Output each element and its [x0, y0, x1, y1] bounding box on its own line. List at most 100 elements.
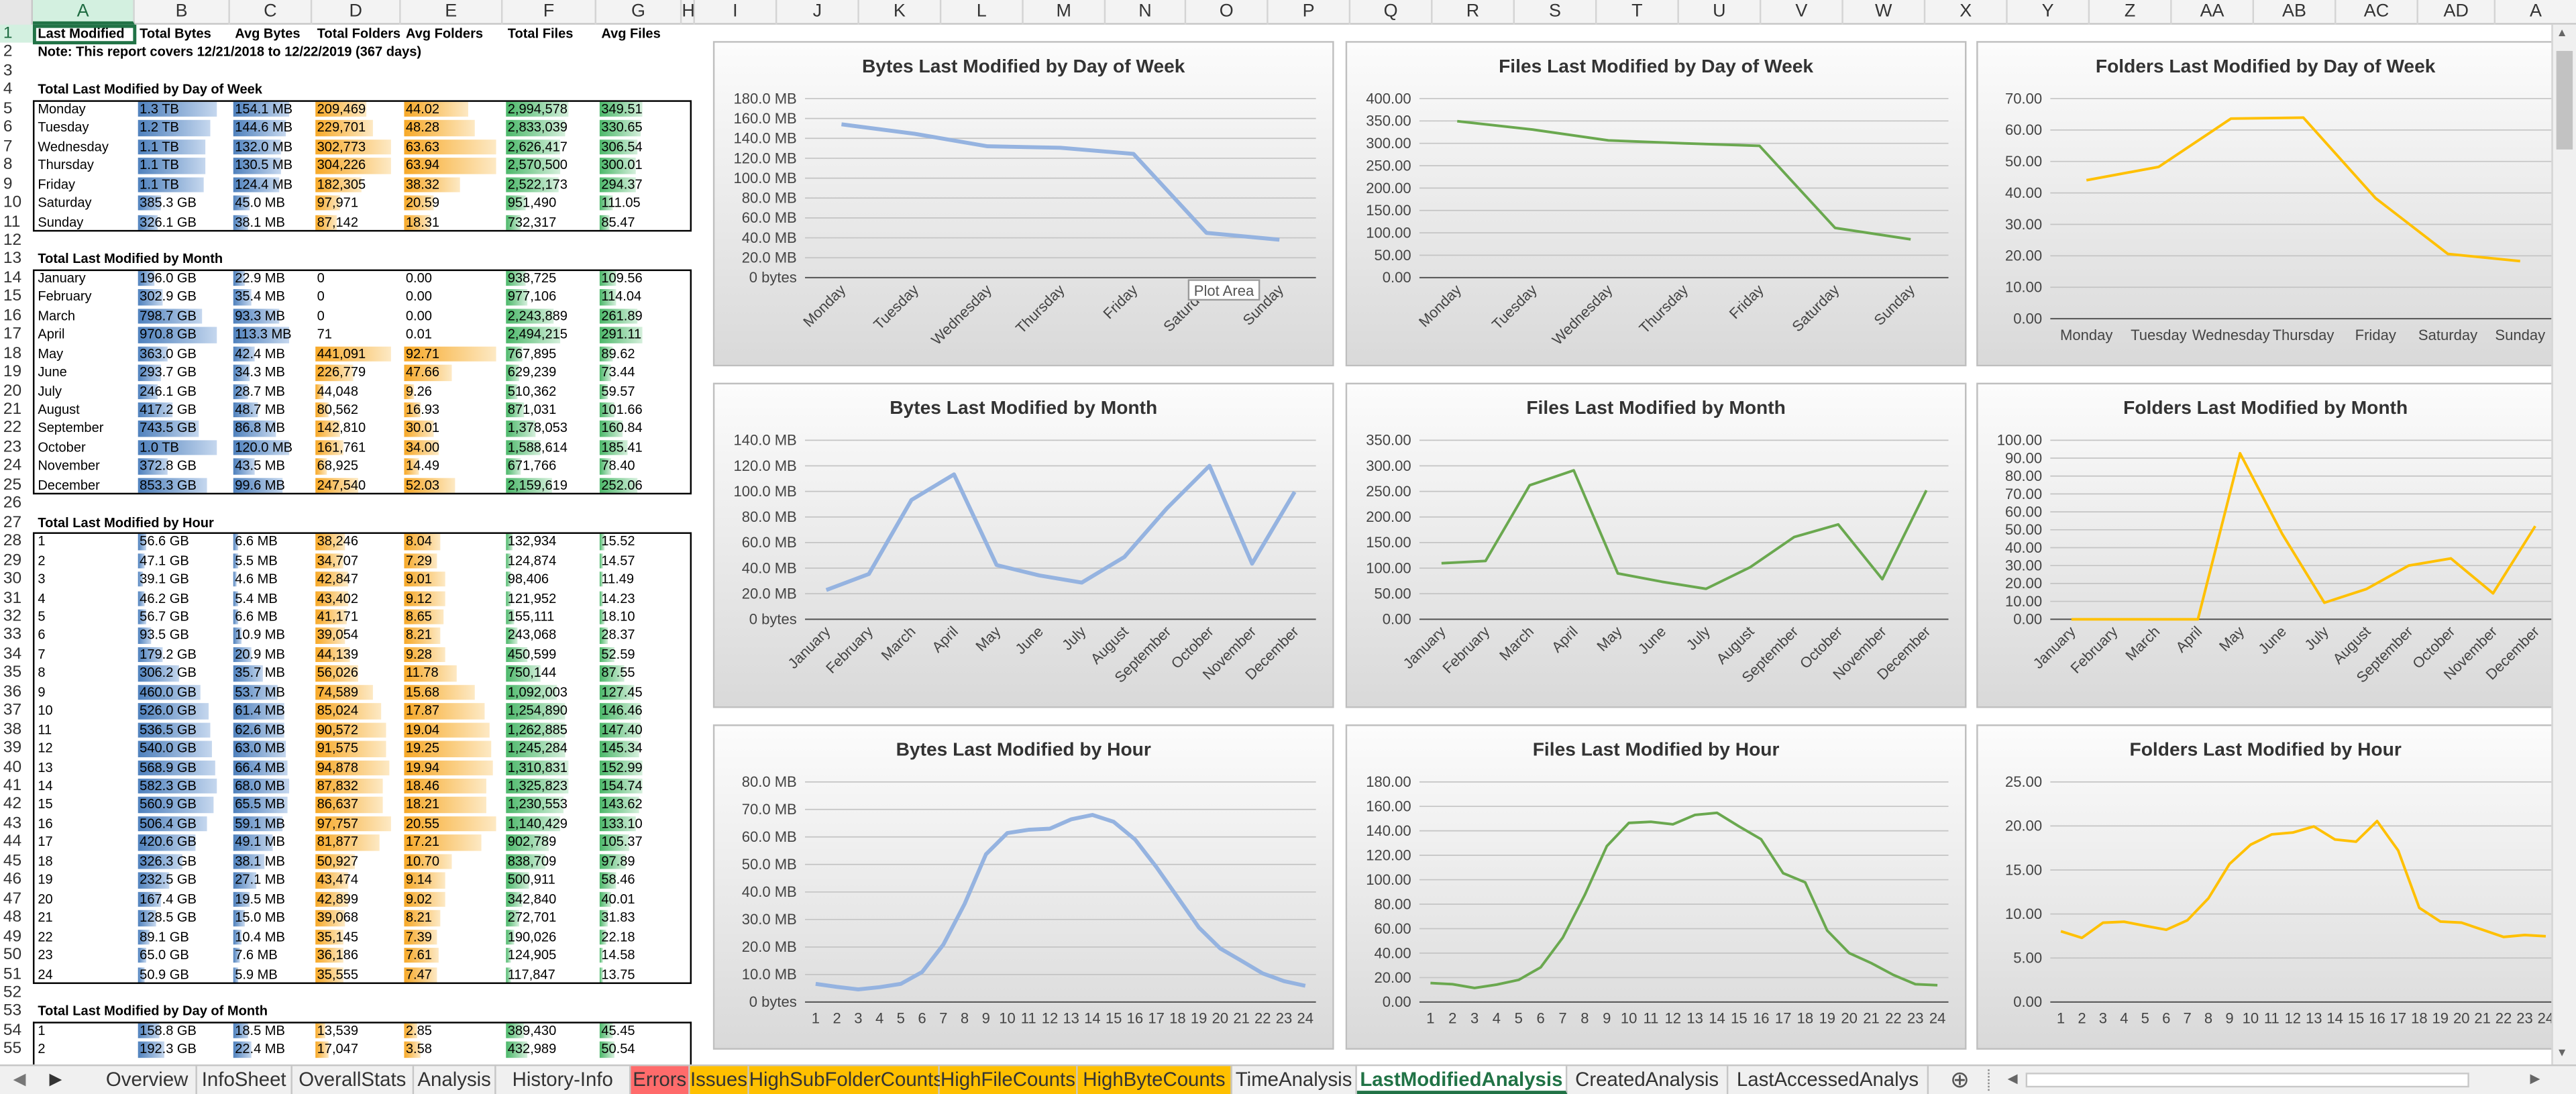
scroll-down-icon[interactable]: ▼ — [2556, 1048, 2568, 1060]
row-header[interactable]: 54 — [0, 1021, 33, 1040]
column-header-f[interactable]: F — [502, 0, 596, 25]
cell-c-11[interactable]: 38.1 MB — [231, 213, 312, 231]
cell-d-6[interactable]: 229,701 — [314, 119, 401, 138]
column-header-g[interactable]: G — [596, 0, 682, 25]
cell-b-14[interactable]: 196.0 GB — [136, 269, 230, 288]
cell-c-43[interactable]: 59.1 MB — [231, 814, 312, 833]
row-header[interactable]: 4 — [0, 80, 33, 100]
cell-g-16[interactable]: 261.89 — [598, 307, 690, 325]
cell-e-15[interactable]: 0.00 — [402, 288, 502, 307]
cell-a-53[interactable]: Total Last Modified by Day of Month — [34, 1003, 692, 1022]
cell-a-24[interactable]: November — [34, 457, 134, 476]
cell-f-51[interactable]: 117,847 — [504, 965, 596, 984]
row-header[interactable]: 46 — [0, 871, 33, 890]
sheet-tab-highbytecounts[interactable]: HighByteCounts — [1077, 1066, 1232, 1094]
cell-c-55[interactable]: 22.4 MB — [231, 1040, 312, 1059]
row-header[interactable]: 44 — [0, 833, 33, 853]
cell-e-22[interactable]: 30.01 — [402, 420, 502, 439]
cell-a-15[interactable]: February — [34, 288, 134, 307]
column-header-k[interactable]: K — [859, 0, 942, 25]
cell-f-33[interactable]: 243,068 — [504, 626, 596, 645]
row-header[interactable]: 17 — [0, 325, 33, 345]
cell-f-9[interactable]: 2,522,173 — [504, 175, 596, 194]
cell-f-24[interactable]: 671,766 — [504, 457, 596, 476]
cell-f-7[interactable]: 2,626,417 — [504, 138, 596, 156]
column-header-u[interactable]: U — [1679, 0, 1762, 25]
cell-b-42[interactable]: 560.9 GB — [136, 796, 230, 814]
row-header[interactable]: 30 — [0, 569, 33, 589]
cell-b-55[interactable]: 192.3 GB — [136, 1040, 230, 1059]
cell-b-36[interactable]: 460.0 GB — [136, 683, 230, 702]
sheet-tab-infosheet[interactable]: InfoSheet — [197, 1066, 292, 1094]
cell-g-34[interactable]: 52.59 — [598, 645, 690, 664]
cell-e-24[interactable]: 14.49 — [402, 457, 502, 476]
cell-f-39[interactable]: 1,245,284 — [504, 739, 596, 758]
cell-a-37[interactable]: 10 — [34, 702, 134, 720]
cell-a-42[interactable]: 15 — [34, 796, 134, 814]
column-header-i[interactable]: I — [695, 0, 777, 25]
cell-b-34[interactable]: 179.2 GB — [136, 645, 230, 664]
cell-a-19[interactable]: June — [34, 363, 134, 382]
cell-e-45[interactable]: 10.70 — [402, 853, 502, 871]
cell-c-41[interactable]: 68.0 MB — [231, 777, 312, 796]
cell-d-30[interactable]: 42,847 — [314, 570, 401, 589]
cell-d-19[interactable]: 226,779 — [314, 363, 401, 382]
row-header[interactable]: 39 — [0, 739, 33, 759]
cell-f-45[interactable]: 838,709 — [504, 853, 596, 871]
cell-g-15[interactable]: 114.04 — [598, 288, 690, 307]
cell-d-7[interactable]: 302,773 — [314, 138, 401, 156]
cell-d-23[interactable]: 161,761 — [314, 439, 401, 457]
cell-g-39[interactable]: 145.34 — [598, 739, 690, 758]
horizontal-scroll-thumb[interactable] — [2025, 1073, 2469, 1088]
cell-a-22[interactable]: September — [34, 420, 134, 439]
cell-g-38[interactable]: 147.40 — [598, 720, 690, 739]
cell-f-18[interactable]: 767,895 — [504, 344, 596, 363]
row-header[interactable]: 28 — [0, 532, 33, 551]
cell-g-18[interactable]: 89.62 — [598, 344, 690, 363]
cell-b-28[interactable]: 56.6 GB — [136, 533, 230, 551]
cell-a-10[interactable]: Saturday — [34, 194, 134, 213]
cell-b-32[interactable]: 56.7 GB — [136, 608, 230, 626]
cell-e-23[interactable]: 34.00 — [402, 439, 502, 457]
cell-b-21[interactable]: 417.2 GB — [136, 401, 230, 420]
row-header[interactable]: 21 — [0, 400, 33, 420]
cell-c-46[interactable]: 27.1 MB — [231, 871, 312, 890]
hscroll-right-icon[interactable]: ▶ — [2530, 1071, 2540, 1086]
cell-a-43[interactable]: 16 — [34, 814, 134, 833]
cell-e-16[interactable]: 0.00 — [402, 307, 502, 325]
column-header-v[interactable]: V — [1761, 0, 1843, 25]
cell-c-14[interactable]: 22.9 MB — [231, 269, 312, 288]
row-header[interactable]: 27 — [0, 513, 33, 533]
cell-g-5[interactable]: 349.51 — [598, 100, 690, 119]
cell-a-39[interactable]: 12 — [34, 739, 134, 758]
cell-f-42[interactable]: 1,230,553 — [504, 796, 596, 814]
cell-g-44[interactable]: 105.37 — [598, 833, 690, 852]
cell-f-41[interactable]: 1,325,823 — [504, 777, 596, 796]
cell-c-29[interactable]: 5.5 MB — [231, 551, 312, 570]
cell-f-23[interactable]: 1,588,614 — [504, 439, 596, 457]
column-header-j[interactable]: J — [777, 0, 859, 25]
sheet-tab-overallstats[interactable]: OverallStats — [292, 1066, 415, 1094]
column-header-c[interactable]: C — [230, 0, 313, 25]
tab-splitter[interactable] — [1988, 1069, 1992, 1091]
cell-e-55[interactable]: 3.58 — [402, 1040, 502, 1059]
cell-f-49[interactable]: 190,026 — [504, 928, 596, 946]
cell-f-8[interactable]: 2,570,500 — [504, 156, 596, 175]
cell-g-22[interactable]: 160.84 — [598, 420, 690, 439]
cell-c-33[interactable]: 10.9 MB — [231, 626, 312, 645]
cell-e-34[interactable]: 9.28 — [402, 645, 502, 664]
row-header[interactable]: 32 — [0, 607, 33, 626]
cell-g-9[interactable]: 294.37 — [598, 175, 690, 194]
row-header[interactable]: 15 — [0, 288, 33, 307]
row-header[interactable]: 25 — [0, 476, 33, 495]
cell-f-46[interactable]: 500,911 — [504, 871, 596, 890]
cell-d-24[interactable]: 68,925 — [314, 457, 401, 476]
row-header[interactable]: 35 — [0, 664, 33, 683]
cell-c-17[interactable]: 113.3 MB — [231, 325, 312, 344]
cell-b-35[interactable]: 306.2 GB — [136, 664, 230, 683]
cell-c-51[interactable]: 5.9 MB — [231, 965, 312, 984]
cell-a-47[interactable]: 20 — [34, 890, 134, 909]
cell-e-49[interactable]: 7.39 — [402, 928, 502, 946]
cell-b-18[interactable]: 363.0 GB — [136, 344, 230, 363]
cell-a-28[interactable]: 1 — [34, 533, 134, 551]
